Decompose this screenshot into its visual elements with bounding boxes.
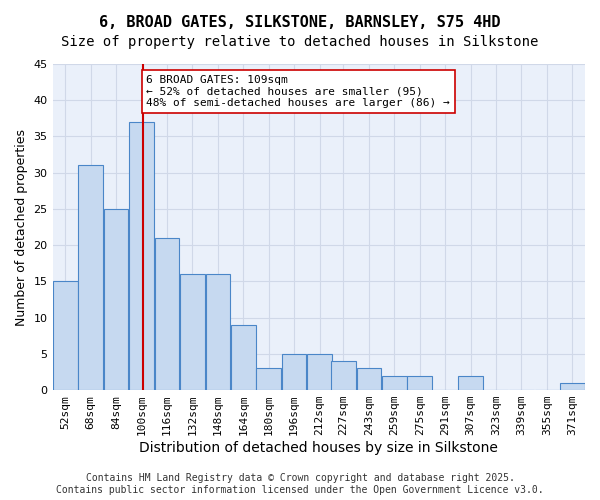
Bar	[382, 376, 407, 390]
Bar	[79, 166, 103, 390]
X-axis label: Distribution of detached houses by size in Silkstone: Distribution of detached houses by size …	[139, 441, 498, 455]
Bar	[104, 209, 128, 390]
Bar	[155, 238, 179, 390]
Bar	[180, 274, 205, 390]
Bar	[53, 282, 77, 390]
Bar	[560, 383, 584, 390]
Bar	[331, 361, 356, 390]
Bar	[356, 368, 381, 390]
Text: Size of property relative to detached houses in Silkstone: Size of property relative to detached ho…	[61, 35, 539, 49]
Text: 6, BROAD GATES, SILKSTONE, BARNSLEY, S75 4HD: 6, BROAD GATES, SILKSTONE, BARNSLEY, S75…	[99, 15, 501, 30]
Y-axis label: Number of detached properties: Number of detached properties	[15, 128, 28, 326]
Bar	[458, 376, 483, 390]
Bar	[129, 122, 154, 390]
Bar	[231, 325, 256, 390]
Bar	[282, 354, 307, 390]
Bar	[407, 376, 432, 390]
Text: 6 BROAD GATES: 109sqm
← 52% of detached houses are smaller (95)
48% of semi-deta: 6 BROAD GATES: 109sqm ← 52% of detached …	[146, 75, 450, 108]
Bar	[206, 274, 230, 390]
Bar	[307, 354, 332, 390]
Bar	[256, 368, 281, 390]
Text: Contains HM Land Registry data © Crown copyright and database right 2025.
Contai: Contains HM Land Registry data © Crown c…	[56, 474, 544, 495]
